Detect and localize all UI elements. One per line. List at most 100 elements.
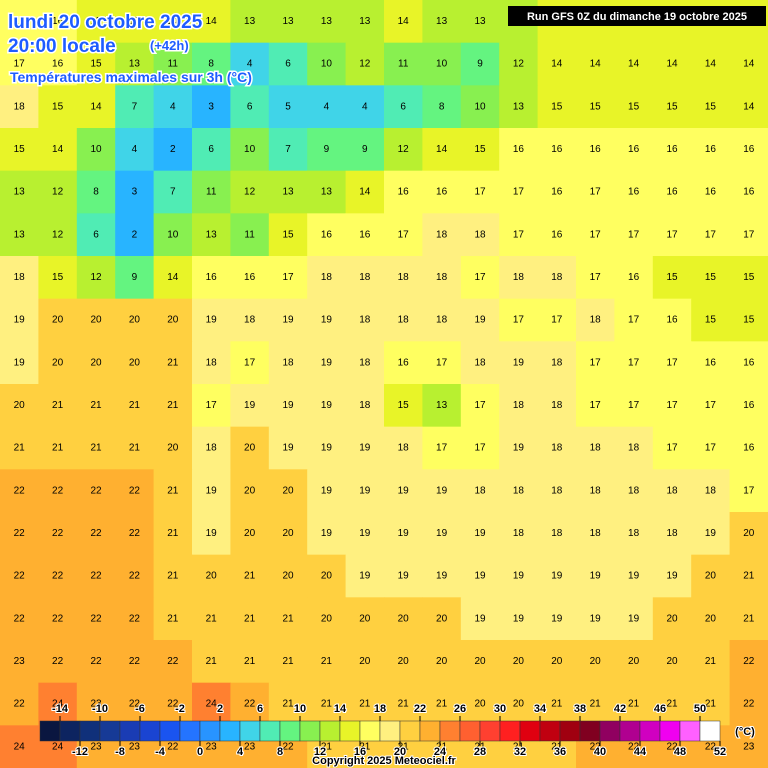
temp-cell bbox=[192, 0, 231, 44]
temp-value: 18 bbox=[474, 229, 486, 240]
temp-value: 17 bbox=[628, 400, 640, 411]
temp-cell bbox=[614, 597, 654, 641]
temp-cell bbox=[614, 128, 654, 172]
temp-value: 17 bbox=[590, 400, 602, 411]
temp-cell bbox=[460, 170, 500, 214]
temp-value: 20 bbox=[513, 656, 525, 667]
temp-cell bbox=[192, 640, 231, 684]
temp-value: 17 bbox=[513, 229, 525, 240]
temp-value: 22 bbox=[129, 528, 141, 539]
temp-value: 13 bbox=[321, 16, 333, 27]
temp-cell bbox=[76, 170, 116, 214]
temp-cell bbox=[460, 597, 500, 641]
temp-cell bbox=[192, 170, 231, 214]
temp-value: 17 bbox=[436, 357, 448, 368]
scale-label: 14 bbox=[334, 703, 347, 715]
temp-cell bbox=[76, 512, 116, 556]
temp-value: 18 bbox=[705, 485, 717, 496]
temp-value: 18 bbox=[398, 272, 410, 283]
temp-cell bbox=[422, 128, 462, 172]
temp-value: 19 bbox=[628, 571, 640, 582]
temp-cell bbox=[614, 512, 654, 556]
temp-value: 17 bbox=[628, 315, 640, 326]
temp-cell bbox=[115, 384, 155, 428]
temp-value: 12 bbox=[244, 187, 256, 198]
temp-value: 13 bbox=[321, 187, 333, 198]
temp-cell bbox=[691, 298, 731, 342]
temp-value: 13 bbox=[129, 59, 141, 70]
temp-cell bbox=[460, 341, 500, 385]
temp-value: 16 bbox=[52, 16, 64, 27]
lead-time: (+42h) bbox=[150, 38, 189, 53]
temp-value: 18 bbox=[244, 315, 256, 326]
temp-cell bbox=[307, 384, 347, 428]
temp-cell bbox=[384, 170, 423, 214]
temp-value: 13 bbox=[282, 16, 294, 27]
temp-cell bbox=[115, 426, 155, 470]
temp-value: 20 bbox=[474, 656, 486, 667]
temp-cell bbox=[729, 725, 768, 768]
temp-cell bbox=[652, 469, 692, 513]
temp-cell bbox=[460, 426, 500, 470]
temp-value: 21 bbox=[167, 357, 179, 368]
temp-value: 9 bbox=[132, 272, 138, 283]
temp-value: 17 bbox=[513, 315, 525, 326]
temp-cell bbox=[230, 213, 270, 257]
temp-value: 23 bbox=[14, 656, 26, 667]
temp-cell bbox=[38, 128, 78, 172]
run-box bbox=[508, 6, 766, 26]
temp-cell bbox=[460, 256, 500, 300]
temp-cell bbox=[153, 554, 193, 598]
temp-cell bbox=[76, 640, 116, 684]
scale-label: 34 bbox=[534, 703, 547, 715]
temp-value: 19 bbox=[398, 571, 410, 582]
temp-cell bbox=[230, 597, 270, 641]
temp-value: 19 bbox=[206, 528, 218, 539]
temp-cell bbox=[76, 682, 116, 726]
temp-value: 15 bbox=[14, 144, 26, 155]
temp-value: 17 bbox=[206, 400, 218, 411]
temp-value: 19 bbox=[513, 357, 525, 368]
temp-cell bbox=[691, 682, 731, 726]
temp-value: 19 bbox=[590, 571, 602, 582]
temp-value: 18 bbox=[590, 315, 602, 326]
temp-value: 19 bbox=[590, 613, 602, 624]
temp-cell bbox=[230, 298, 270, 342]
temp-value: 23 bbox=[129, 741, 141, 752]
temp-cell bbox=[192, 469, 231, 513]
temp-value: 16 bbox=[666, 315, 678, 326]
temp-cell bbox=[499, 469, 539, 513]
temp-cell bbox=[153, 426, 193, 470]
temp-value: 20 bbox=[359, 613, 371, 624]
temp-cell bbox=[614, 469, 654, 513]
temp-cell bbox=[230, 42, 270, 86]
temp-value: 19 bbox=[436, 571, 448, 582]
temp-value: 22 bbox=[244, 699, 256, 710]
temp-cell bbox=[115, 597, 155, 641]
temp-value: 12 bbox=[52, 229, 64, 240]
temp-cell bbox=[0, 128, 39, 172]
temp-cell bbox=[729, 469, 768, 513]
temp-value: 17 bbox=[436, 443, 448, 454]
temp-value: 22 bbox=[743, 656, 755, 667]
temp-cell bbox=[499, 426, 539, 470]
temp-cell bbox=[499, 213, 539, 257]
temp-value: 17 bbox=[590, 229, 602, 240]
scale-swatch bbox=[39, 720, 61, 742]
temp-value: 13 bbox=[513, 101, 525, 112]
temp-cell bbox=[729, 597, 768, 641]
temp-value: 20 bbox=[129, 315, 141, 326]
scale-label: 16 bbox=[354, 746, 366, 758]
temp-value: 19 bbox=[474, 571, 486, 582]
temp-cell bbox=[652, 554, 692, 598]
temp-cell bbox=[192, 384, 231, 428]
temp-cell bbox=[422, 426, 462, 470]
temp-cell bbox=[38, 170, 78, 214]
temp-cell bbox=[268, 640, 308, 684]
scale-swatch bbox=[299, 720, 321, 742]
temp-cell bbox=[268, 85, 308, 129]
temp-cell bbox=[422, 640, 462, 684]
temp-value: 18 bbox=[474, 485, 486, 496]
temp-value: 19 bbox=[628, 613, 640, 624]
